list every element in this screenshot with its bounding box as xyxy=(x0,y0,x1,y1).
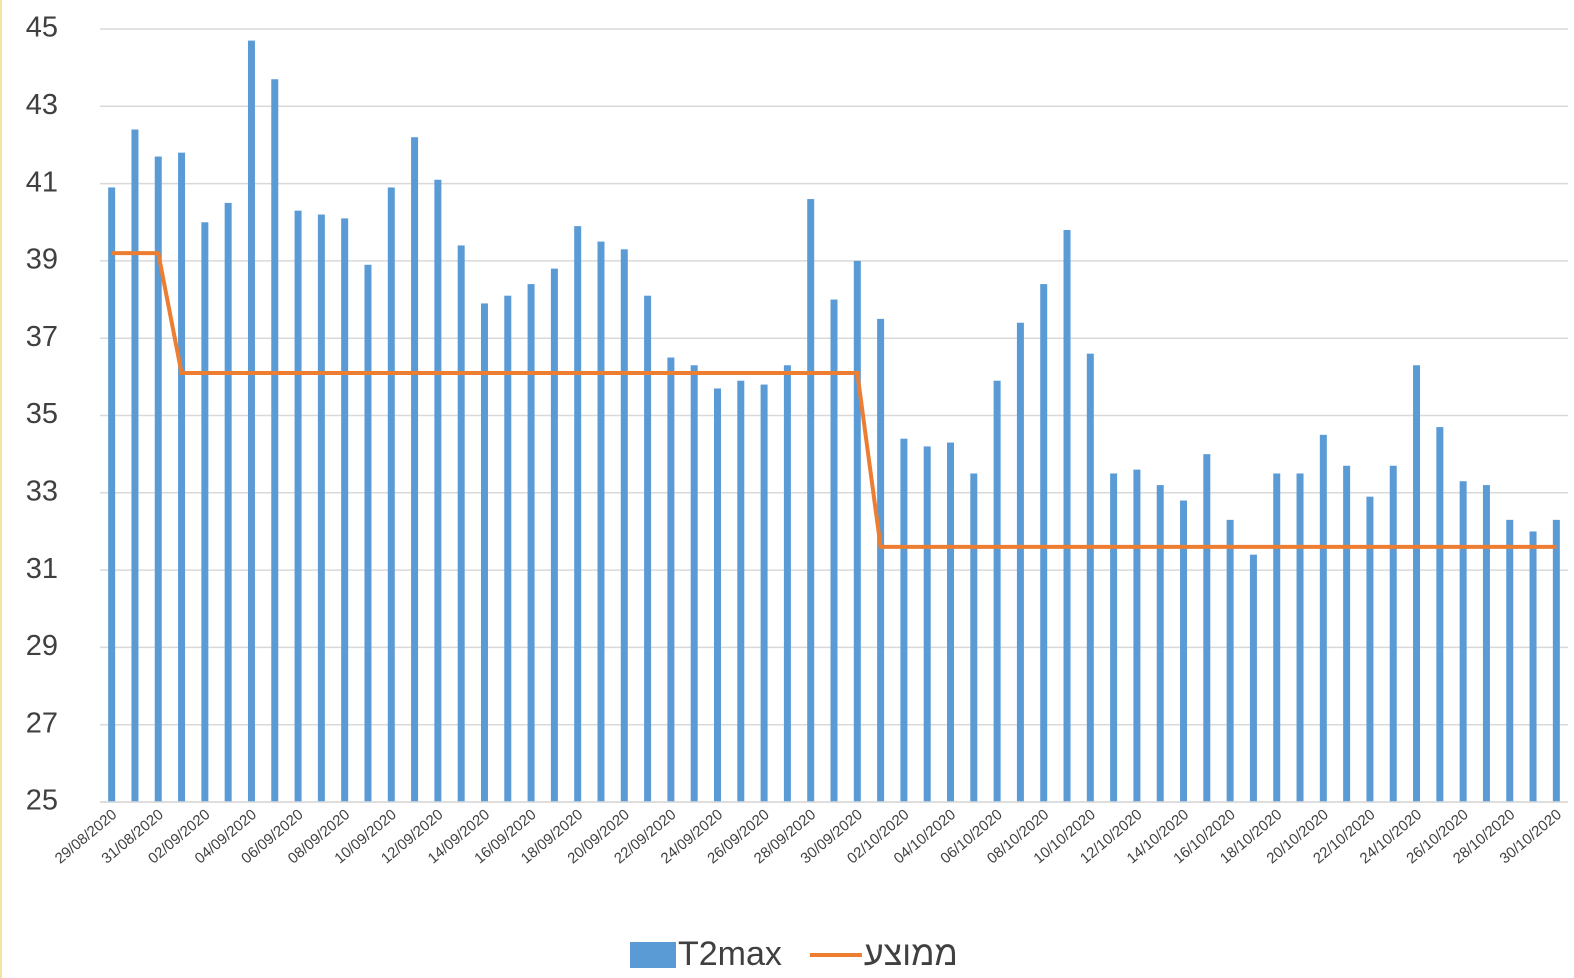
bar xyxy=(597,241,605,802)
bar xyxy=(434,179,442,803)
bar xyxy=(527,284,535,803)
bar xyxy=(154,156,162,803)
y-tick-label: 27 xyxy=(26,707,58,739)
y-tick-label: 29 xyxy=(26,630,58,662)
bar xyxy=(1413,365,1421,802)
bar xyxy=(1552,519,1560,802)
bar xyxy=(853,260,861,802)
bar xyxy=(108,187,116,803)
bar xyxy=(923,446,931,802)
bar xyxy=(1016,322,1024,802)
bar xyxy=(341,218,349,802)
bar xyxy=(760,384,768,802)
y-tick-label: 31 xyxy=(26,553,58,585)
bar xyxy=(1040,284,1048,803)
bar xyxy=(1459,481,1467,802)
bar xyxy=(271,79,279,803)
bar xyxy=(1529,531,1537,802)
bar xyxy=(364,264,372,802)
line xyxy=(111,251,1557,549)
bar xyxy=(1366,496,1374,802)
y-tick-label: 25 xyxy=(26,785,58,817)
bar xyxy=(201,222,209,802)
bar xyxy=(1063,229,1071,803)
bar xyxy=(1436,427,1444,802)
bar xyxy=(690,365,698,802)
bar xyxy=(830,299,838,802)
bar xyxy=(294,210,302,802)
bar xyxy=(783,365,791,802)
legend-swatch xyxy=(630,942,676,968)
bar xyxy=(1133,469,1141,802)
bar xyxy=(550,268,558,802)
bar xyxy=(900,438,908,802)
bar xyxy=(1180,500,1188,802)
bar xyxy=(1273,473,1281,802)
bar xyxy=(993,380,1001,802)
bar xyxy=(247,40,255,803)
bar xyxy=(1506,519,1514,802)
bar xyxy=(1343,465,1351,802)
bar xyxy=(1319,434,1327,802)
bar xyxy=(387,187,395,803)
bar xyxy=(317,214,325,802)
bar xyxy=(620,249,628,802)
legend-label: ממוצע xyxy=(864,935,958,973)
bar xyxy=(970,473,978,802)
y-tick-label: 45 xyxy=(26,12,58,44)
bar xyxy=(1296,473,1304,802)
bar xyxy=(807,199,815,802)
bar xyxy=(1482,485,1490,802)
y-tick-label: 43 xyxy=(26,89,58,121)
bar xyxy=(877,318,885,802)
y-tick-label: 39 xyxy=(26,244,58,276)
bar xyxy=(737,380,745,802)
bar xyxy=(1110,473,1118,802)
y-tick-label: 37 xyxy=(26,321,58,353)
y-tick-label: 41 xyxy=(26,166,58,198)
y-tick-label: 33 xyxy=(26,475,58,507)
bar xyxy=(224,202,232,803)
bar xyxy=(713,388,721,802)
bar xyxy=(1226,519,1234,802)
y-tick-label: 35 xyxy=(26,398,58,430)
bar xyxy=(574,226,582,803)
bar xyxy=(1156,485,1164,802)
bar xyxy=(644,295,652,802)
bar xyxy=(178,152,186,802)
bar xyxy=(457,245,465,802)
bar xyxy=(947,442,955,802)
bar xyxy=(480,303,488,802)
bar xyxy=(1249,554,1257,802)
bar xyxy=(667,357,675,802)
legend-label: T2max xyxy=(678,935,782,973)
bar xyxy=(411,137,419,803)
bar xyxy=(1389,465,1397,802)
bar xyxy=(1086,353,1094,802)
bar xyxy=(504,295,512,802)
bar xyxy=(1203,454,1211,802)
bar xyxy=(131,129,139,803)
